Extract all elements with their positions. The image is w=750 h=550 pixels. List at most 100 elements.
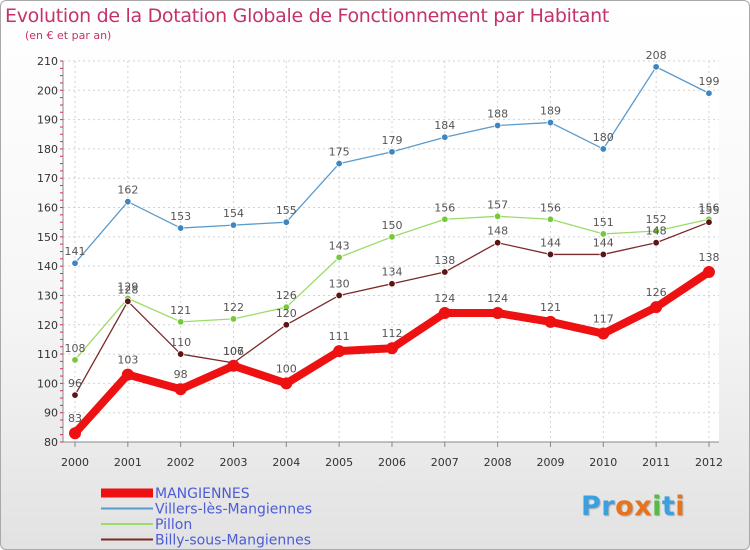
data-point xyxy=(388,233,396,241)
data-label: 134 xyxy=(381,266,402,279)
data-label: 180 xyxy=(593,131,614,144)
data-point xyxy=(599,250,607,259)
data-label: 138 xyxy=(434,254,455,267)
data-point xyxy=(71,259,79,267)
data-label: 155 xyxy=(698,204,719,217)
data-point xyxy=(652,239,660,247)
x-tick-label: 2005 xyxy=(325,456,353,469)
data-point xyxy=(705,89,713,97)
series-billy-sous-mangiennes: 96 128 110 107 120 130 134 138 148 144 144 148 155 xyxy=(68,204,719,399)
data-point xyxy=(438,307,451,320)
data-label: 126 xyxy=(646,286,667,299)
x-tick-label: 2012 xyxy=(695,456,723,469)
data-point xyxy=(546,250,555,259)
data-point xyxy=(652,227,660,235)
y-tick-label: 160 xyxy=(37,202,58,215)
data-label: 184 xyxy=(434,119,455,132)
data-label: 128 xyxy=(117,283,138,296)
data-point xyxy=(546,118,555,127)
data-point xyxy=(176,350,185,358)
data-label: 157 xyxy=(487,198,508,211)
data-label: 120 xyxy=(276,307,297,320)
data-point xyxy=(71,356,79,364)
legend: MANGIENNESVillers-lès-MangiennesPillonBi… xyxy=(101,486,312,549)
data-point xyxy=(121,368,134,381)
proxiti-logo: Proxiti xyxy=(581,491,686,522)
data-label: 121 xyxy=(170,304,191,317)
data-label: 151 xyxy=(593,216,614,229)
x-tick-label: 2000 xyxy=(61,456,89,469)
y-tick-label: 130 xyxy=(37,289,58,302)
legend-label: Billy-sous-Mangiennes xyxy=(155,533,311,549)
data-point xyxy=(227,359,240,372)
data-label: 144 xyxy=(540,236,561,249)
x-tick-label: 2008 xyxy=(484,456,512,469)
data-label: 106 xyxy=(223,345,244,358)
data-point xyxy=(282,303,291,311)
x-tick-label: 2006 xyxy=(378,456,406,469)
data-point xyxy=(124,197,132,206)
y-tick-label: 120 xyxy=(37,319,58,332)
legend-label: MANGIENNES xyxy=(155,486,250,502)
y-tick-label: 210 xyxy=(37,55,58,68)
data-point xyxy=(176,224,185,232)
data-point xyxy=(650,301,663,314)
data-point xyxy=(124,297,132,306)
y-tick-label: 170 xyxy=(37,172,58,185)
legend-label: Pillon xyxy=(155,517,192,533)
data-label: 153 xyxy=(170,210,191,223)
data-label: 103 xyxy=(117,354,138,367)
data-point xyxy=(335,253,343,262)
data-label: 189 xyxy=(540,105,561,118)
data-point xyxy=(599,145,607,153)
y-tick-label: 190 xyxy=(37,114,58,127)
series-villers-l-s-mangiennes: 141 162 153 154 155 175 179 184 188 189 180 208 199 xyxy=(65,49,719,267)
data-label: 121 xyxy=(540,301,561,314)
data-label: 112 xyxy=(381,327,402,340)
data-point xyxy=(599,230,607,238)
data-label: 156 xyxy=(434,201,455,214)
data-point xyxy=(282,218,291,226)
data-point xyxy=(388,148,396,156)
data-label: 98 xyxy=(174,368,188,381)
data-point xyxy=(229,315,238,323)
data-point xyxy=(69,427,81,440)
y-tick-label: 180 xyxy=(37,143,58,156)
data-point xyxy=(705,218,713,226)
data-label: 155 xyxy=(276,204,297,217)
x-tick-label: 2001 xyxy=(114,456,142,469)
y-tick-label: 110 xyxy=(37,348,58,361)
data-label: 156 xyxy=(698,201,719,214)
data-label: 144 xyxy=(593,236,614,249)
data-label: 156 xyxy=(540,201,561,214)
data-label: 138 xyxy=(698,251,719,264)
data-point xyxy=(280,377,293,390)
data-label: 124 xyxy=(487,292,508,305)
series-mangiennes: 83 103 98 106 100 111 112 124 124 121 117 126 138 xyxy=(68,251,719,440)
data-label: 148 xyxy=(646,225,667,238)
data-label: 124 xyxy=(434,292,455,305)
x-tick-label: 2002 xyxy=(167,456,195,469)
data-point xyxy=(546,215,555,223)
data-label: 179 xyxy=(381,134,402,147)
data-point xyxy=(702,266,715,279)
data-point xyxy=(441,215,449,223)
y-tick-label: 150 xyxy=(37,231,58,244)
data-point xyxy=(174,383,187,396)
data-label: 199 xyxy=(698,75,719,88)
data-point xyxy=(335,159,343,168)
data-label: 108 xyxy=(65,342,86,355)
data-label: 143 xyxy=(329,239,350,252)
data-point xyxy=(544,315,557,328)
y-tick-label: 100 xyxy=(37,377,58,390)
data-label: 188 xyxy=(487,107,508,120)
data-label: 162 xyxy=(117,184,138,197)
data-point xyxy=(335,291,343,300)
y-tick-label: 80 xyxy=(44,436,58,449)
data-point xyxy=(652,63,660,71)
data-point xyxy=(282,321,291,329)
data-point xyxy=(597,327,610,340)
y-tick-label: 200 xyxy=(37,84,58,97)
y-tick-label: 140 xyxy=(37,260,58,273)
